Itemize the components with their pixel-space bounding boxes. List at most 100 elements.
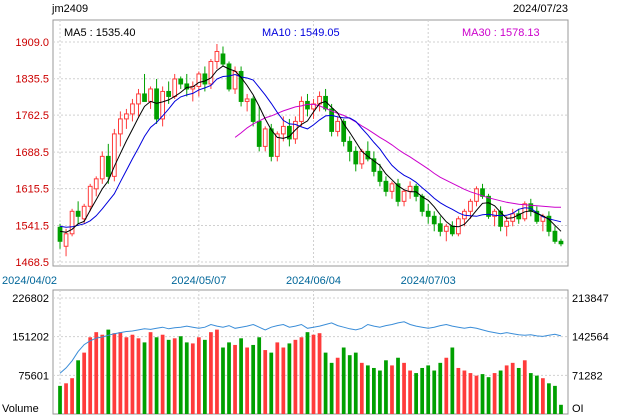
candle-body — [347, 140, 353, 152]
volume-bar — [154, 337, 159, 414]
volume-bar — [378, 370, 382, 414]
volume-bar — [432, 370, 437, 414]
volume-bar — [184, 342, 189, 414]
candle-body — [57, 226, 63, 242]
price-tick-label: 1835.5 — [15, 74, 49, 86]
volume-bar — [76, 360, 80, 414]
volume-bar — [94, 332, 99, 414]
volume-bar — [408, 370, 412, 414]
oi-tick-label: 71282 — [572, 370, 603, 382]
candle-body — [172, 78, 178, 97]
candle-body — [160, 90, 165, 120]
volume-axis: 226802 151202 75601 — [12, 293, 49, 382]
volume-bar — [166, 339, 171, 414]
volume-bar — [281, 347, 286, 414]
date-tick-label: 2024/06/04 — [286, 275, 341, 287]
volume-bar — [510, 362, 515, 414]
price-axis: 1909.0 1835.5 1762.5 1688.5 1615.5 1541.5 1468… — [15, 37, 49, 269]
candle-body — [546, 215, 552, 232]
oi-tick-label: 213847 — [572, 293, 609, 305]
volume-bar — [172, 338, 177, 414]
volume-bar — [365, 365, 370, 414]
volume-bars — [58, 329, 563, 414]
volume-bar — [498, 370, 503, 414]
legend-ma10: MA10 : 1549.05 — [262, 27, 340, 39]
candle-body — [341, 120, 347, 142]
volume-bar — [227, 342, 231, 414]
volume-bar — [299, 337, 304, 414]
volume-bar — [420, 367, 425, 414]
price-panel-frame — [52, 19, 569, 267]
panel-frames — [52, 19, 569, 415]
volume-bar — [287, 343, 292, 414]
candle-body — [63, 233, 69, 247]
volume-tick-label: 75601 — [18, 370, 49, 382]
ma5-line — [59, 65, 562, 233]
volume-bar — [251, 344, 256, 414]
volume-bar — [209, 332, 213, 414]
volume-bar — [70, 378, 74, 414]
volume-bar — [58, 385, 62, 414]
candle-body — [486, 195, 491, 217]
open-interest-axis: 213847 142564 71282 — [572, 293, 609, 382]
symbol-label: jm2409 — [51, 3, 88, 15]
volume-bar — [88, 337, 93, 414]
candle-body — [395, 183, 401, 202]
volume-tick-label: 151202 — [12, 332, 49, 344]
candle-body — [443, 225, 449, 232]
candle-body — [262, 128, 268, 147]
date-axis: 2024/04/02 2024/05/07 2024/06/04 2024/07/03 — [2, 275, 456, 287]
candle-body — [142, 93, 147, 102]
volume-bar — [396, 357, 400, 414]
moving-average-lines — [59, 65, 562, 233]
candle-body — [184, 83, 190, 90]
volume-bar — [142, 342, 147, 414]
volume-bar — [414, 373, 418, 414]
volume-bar — [486, 377, 491, 414]
candle-body — [552, 230, 558, 242]
volume-bar — [221, 347, 225, 414]
volume-bar — [480, 374, 485, 414]
volume-bar — [492, 373, 497, 414]
volume-bar — [136, 338, 141, 414]
candle-body — [329, 108, 334, 132]
price-tick-label: 1688.5 — [15, 147, 49, 159]
candlestick-series — [57, 43, 564, 257]
volume-bar — [468, 373, 473, 414]
volume-bar — [438, 362, 443, 414]
volume-bar — [82, 352, 87, 414]
candle-body — [202, 73, 208, 85]
price-tick-label: 1762.5 — [15, 110, 49, 122]
volume-bar — [203, 339, 207, 414]
price-tick-label: 1615.5 — [15, 184, 49, 196]
candle-body — [250, 98, 256, 122]
candle-body — [299, 100, 304, 122]
candle-body — [93, 178, 99, 190]
candle-body — [419, 195, 425, 212]
volume-bar — [245, 347, 249, 414]
candle-body — [287, 125, 292, 140]
volume-bar — [547, 383, 551, 414]
candle-body — [437, 223, 443, 232]
volume-bar — [462, 370, 467, 414]
candle-body — [196, 73, 202, 87]
volume-bar — [522, 360, 527, 414]
candle-body — [75, 210, 81, 217]
volume-bar — [559, 404, 563, 414]
volume-bar — [269, 352, 274, 414]
ma10-line — [59, 73, 562, 228]
candle-body — [118, 118, 123, 135]
volume-bar — [257, 337, 262, 414]
volume-bar — [148, 332, 153, 414]
volume-bar — [323, 352, 328, 414]
candle-body — [154, 88, 159, 120]
date-tick-label: 2024/04/02 — [2, 275, 57, 287]
candle-body — [208, 60, 214, 85]
price-tick-label: 1468.5 — [15, 257, 49, 269]
ma30-line — [234, 103, 561, 208]
candle-body — [69, 210, 75, 235]
candle-body — [148, 88, 153, 102]
oi-title: OI — [572, 403, 584, 415]
price-tick-label: 1909.0 — [15, 37, 49, 49]
